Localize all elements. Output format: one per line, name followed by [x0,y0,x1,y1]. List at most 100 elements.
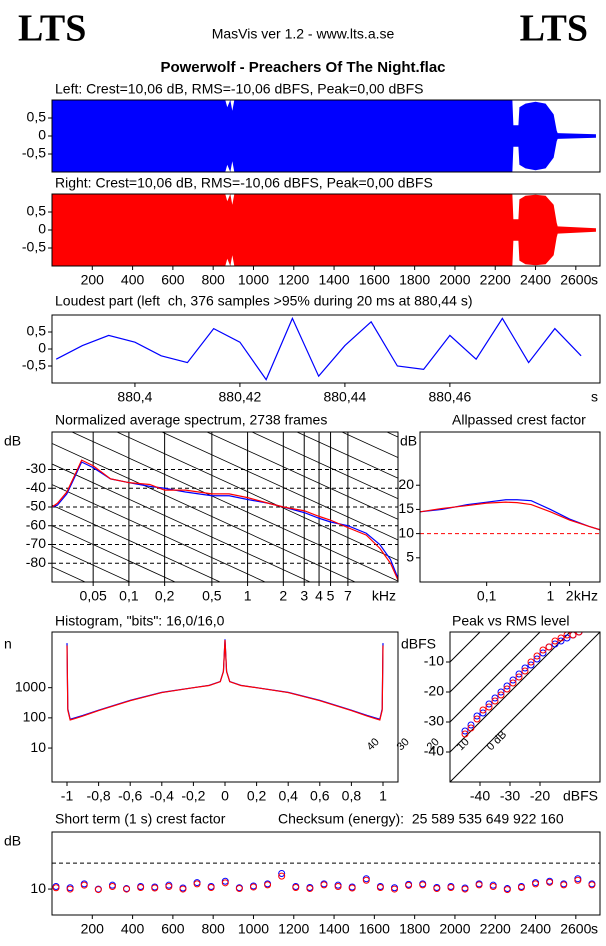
data-point [80,881,88,889]
data-point [376,884,384,892]
left-logo: LTS [18,8,86,50]
y-tick-label: -10 [424,653,444,669]
data-point [575,632,583,636]
x-tick-label: 400 [121,272,145,288]
data-point [557,634,565,642]
data-point [334,882,342,890]
data-point [66,885,74,893]
data-point [461,727,469,735]
crest-line [450,632,541,723]
y-tick-label: 20 [398,476,414,492]
data-line [66,639,384,721]
data-point [461,730,469,738]
data-point [546,878,554,886]
data-point [94,886,102,894]
crest-line [450,632,511,693]
data-point [108,882,116,890]
data-point [249,883,257,891]
chart-panel: Loudest part (left ch, 376 samples >95% … [22,293,601,405]
data-point [391,885,398,893]
data-point [207,884,215,892]
data-point [489,882,497,890]
y-tick-label: 0 [38,127,46,143]
annotation: Checksum (energy): 25 589 535 649 922 16… [278,811,564,827]
y-tick-label: 10 [398,524,414,540]
x-tick-label: 800 [201,921,225,937]
x-tick-label: 1400 [318,272,349,288]
data-point [320,881,328,889]
data-point [497,688,505,696]
y-tick-label: -30 [26,460,46,476]
data-point [221,879,229,887]
data-point [165,882,173,890]
x-axis-label: s [591,389,598,405]
data-point [348,884,356,892]
data-point [551,640,559,648]
data-point [405,881,413,889]
data-point [52,884,60,892]
x-tick-label: 1800 [399,272,430,288]
data-point [532,880,540,888]
data-point [485,700,493,708]
data-point [533,652,541,660]
data-point [545,643,553,651]
data-point [479,709,487,717]
data-point [362,876,370,884]
x-tick-label: 2400 [520,921,551,937]
plot-area [52,862,600,894]
x-tick-label: 1 [244,588,252,604]
data-line [55,316,582,381]
chart-title: Loudest part (left ch, 376 samples >95% … [55,293,473,309]
plot-area [66,639,384,721]
chart-panel: Short term (1 s) crest factor Checksum (e… [4,811,601,937]
data-line [52,459,398,581]
y-axis-label: dB [4,433,21,449]
x-tick-label: 0,05 [80,588,107,604]
x-axis-label: dBFS [563,788,598,804]
y-tick-label: -30 [424,713,444,729]
plot-area [420,499,600,535]
x-tick-label: 0,6 [310,788,330,804]
x-axis-label: kHz [372,588,396,604]
chart-panel: Histogram, "bits": 16,0/16,0n101001000-1… [4,613,399,804]
y-tick-label: -50 [26,498,46,514]
y-tick-label: -80 [26,554,46,570]
data-point [527,658,535,666]
chart-panel: Normalized average spectrum, 2738 frames… [4,412,399,604]
plot-frame [449,631,601,783]
x-tick-label: 1600 [359,921,390,937]
data-point [509,679,517,687]
data-point [278,872,286,880]
data-point [503,886,511,894]
plot-area [450,632,600,782]
data-point [485,703,493,711]
y-tick-label: -0,5 [22,357,46,373]
data-point [515,670,523,678]
data-point [306,885,314,893]
y-tick-label: 1000 [15,678,46,694]
data-point [517,884,525,892]
x-tick-label: 2000 [439,921,470,937]
plot-frame [51,831,601,916]
x-tick-label: 200 [81,921,105,937]
crest-line [450,632,600,782]
data-point [235,885,243,893]
y-tick-label: 100 [23,709,47,725]
slope-line [161,432,398,541]
data-point [521,664,529,672]
data-point [278,870,286,877]
x-tick-label: 5 [327,588,335,604]
data-point [509,676,517,684]
x-tick-label: 880,44 [323,389,366,405]
plot-frame [51,431,399,583]
x-tick-label: -0,4 [150,788,174,804]
x-tick-label: 1000 [238,272,269,288]
x-tick-label: 0,4 [278,788,298,804]
x-tick-label: 2200 [480,272,511,288]
x-tick-label: 0,5 [202,588,222,604]
x-tick-label: 200 [81,272,105,288]
y-tick-label: 0 [38,221,46,237]
x-tick-label: 880,46 [428,389,471,405]
chart-panel: Allpassed crest factor dB kHz 5 10 15 20 0,1 1 2 [398,412,601,604]
x-tick-label: 1400 [318,921,349,937]
